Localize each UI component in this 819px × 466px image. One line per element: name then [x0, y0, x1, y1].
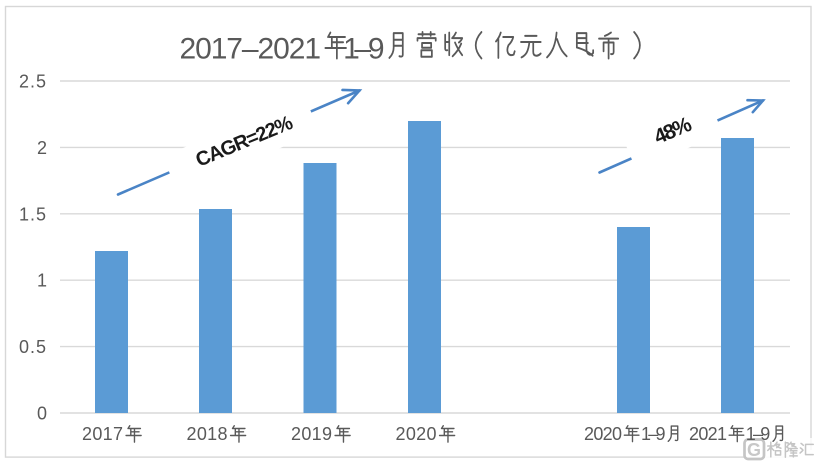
svg-text:1–9: 1–9	[641, 424, 666, 444]
svg-text:2018: 2018	[187, 424, 228, 444]
svg-text:2021: 2021	[689, 424, 727, 444]
svg-text:2020: 2020	[396, 424, 437, 444]
svg-text:2: 2	[37, 138, 47, 158]
svg-text:2017–2021: 2017–2021	[180, 33, 322, 66]
svg-text:1: 1	[37, 271, 47, 291]
svg-text:0: 0	[37, 404, 47, 424]
svg-text:2.5: 2.5	[19, 72, 47, 92]
svg-text:9: 9	[368, 33, 385, 66]
svg-text:–: –	[354, 33, 371, 66]
svg-text:2019: 2019	[291, 424, 332, 444]
svg-text:1–9: 1–9	[746, 424, 771, 444]
svg-text:1: 1	[343, 33, 360, 66]
svg-text:2020: 2020	[584, 424, 622, 444]
svg-text:1.5: 1.5	[19, 204, 47, 224]
svg-text:2017: 2017	[82, 424, 123, 444]
svg-text:G: G	[747, 440, 761, 460]
svg-text:0.5: 0.5	[19, 337, 47, 357]
